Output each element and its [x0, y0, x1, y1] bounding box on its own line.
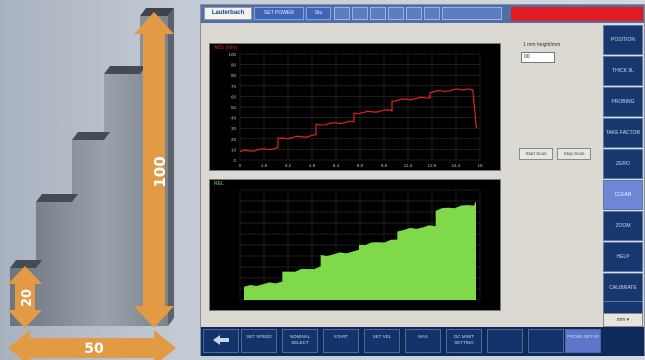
y-tick-label: 50: [231, 105, 237, 110]
width-dimension-label: 50: [84, 341, 104, 357]
step-block-illustration: 100 20 50: [8, 8, 176, 360]
nominal-select-button[interactable]: NOMINAL SELECT: [282, 329, 318, 353]
x-tick-label: 4.8: [309, 163, 316, 168]
plot-relative: REL: [209, 179, 501, 311]
max-button[interactable]: MAX: [405, 329, 441, 353]
step-dimension-arrow: [8, 266, 42, 328]
height-trace: [239, 88, 477, 153]
x-tick-label: 3.2: [285, 163, 292, 168]
block-face: [10, 16, 168, 326]
plot-absolute-title: ABS (mm): [214, 45, 238, 51]
top-toolbar: Lauterbach SET POWER Stu: [201, 5, 644, 23]
y-tick-label: 70: [231, 84, 237, 89]
dc-min-setting-button[interactable]: DC MIN/T SETTING: [446, 329, 482, 353]
tool-icon[interactable]: [388, 7, 404, 20]
start-scan-button[interactable]: Start Scan: [519, 148, 553, 160]
y-tick-label: 0: [233, 158, 236, 163]
side-button-position[interactable]: POSITION: [603, 25, 643, 55]
back-arrow-icon: [213, 335, 229, 345]
print-icon[interactable]: [352, 7, 368, 20]
y-tick-label: 100: [228, 52, 236, 57]
side-button-thick[interactable]: THICK 9L: [603, 56, 643, 86]
save-icon[interactable]: [334, 7, 350, 20]
height-dimension-label: 100: [151, 156, 169, 187]
side-button-take-factor[interactable]: TAKE FACTOR: [603, 118, 643, 148]
y-tick-label: 40: [231, 116, 237, 121]
x-tick-label: 14.4: [452, 163, 461, 168]
bottom-button-8[interactable]: [487, 329, 523, 353]
plot-relative-canvas: [239, 189, 481, 301]
side-button-help[interactable]: HELP: [603, 242, 643, 272]
start-button[interactable]: START: [323, 329, 359, 353]
back-button[interactable]: [203, 329, 239, 353]
stop-scan-button[interactable]: Stop Scan: [557, 148, 591, 160]
side-button-calibrate[interactable]: CALIBRATE: [603, 273, 643, 303]
readout-label: 1 mm height/mm: [523, 42, 561, 48]
x-tick-label: 1.6: [261, 163, 268, 168]
width-dimension-arrow: [8, 330, 176, 360]
y-tick-label: 30: [231, 126, 237, 131]
probe-setup-button[interactable]: PROBE SETUP: [565, 329, 601, 353]
status-field: [442, 7, 502, 20]
side-button-zero[interactable]: ZERO: [603, 149, 643, 179]
plot-relative-title: REL: [214, 181, 224, 187]
side-button-clear[interactable]: CLEAR: [603, 180, 643, 210]
set-speed-button[interactable]: SET SPEED: [241, 329, 277, 353]
y-tick-label: 80: [231, 73, 237, 78]
step-dimension-label: 20: [20, 289, 35, 307]
bottom-toolbar: SET SPEED NOMINAL SELECT START SET VEL M…: [201, 327, 644, 356]
readout-value-field[interactable]: 00: [521, 52, 555, 63]
y-tick-label: 90: [231, 63, 237, 68]
x-tick-label: 11.2: [404, 163, 413, 168]
side-button-zoom[interactable]: ZOOM: [603, 211, 643, 241]
x-tick-label: 12.8: [428, 163, 437, 168]
unit-select[interactable]: mm ▾: [603, 313, 643, 327]
plot-absolute: ABS (mm) 100 90 80 70 60 50 40 30 20 10 0 0 1.6 3.2 4.…: [209, 43, 501, 171]
relative-area: [244, 201, 476, 300]
y-tick-label: 60: [231, 94, 237, 99]
y-tick-label: 20: [231, 137, 237, 142]
bottom-button-9[interactable]: [528, 329, 564, 353]
height-dimension-arrow: [134, 12, 174, 328]
export-icon[interactable]: [370, 7, 386, 20]
x-tick-label: 8.0: [357, 163, 364, 168]
side-button-probing[interactable]: PROBING: [603, 87, 643, 117]
x-tick-label: 6.4: [333, 163, 340, 168]
tab-stu[interactable]: Stu: [306, 7, 331, 20]
tab-set-power[interactable]: SET POWER: [254, 7, 304, 20]
y-tick-label: 10: [231, 147, 237, 152]
brand-logo: Lauterbach: [204, 7, 252, 20]
x-tick-label: 9.6: [381, 163, 388, 168]
instrument-window: Lauterbach SET POWER Stu ABS (mm) 100 90 8…: [200, 4, 645, 356]
edit-icon[interactable]: [406, 7, 422, 20]
alert-bar: [511, 7, 643, 21]
set-vel-button[interactable]: SET VEL: [364, 329, 400, 353]
x-tick-label: 16: [477, 163, 483, 168]
x-tick-label: 0: [239, 163, 242, 168]
report-icon[interactable]: [424, 7, 440, 20]
